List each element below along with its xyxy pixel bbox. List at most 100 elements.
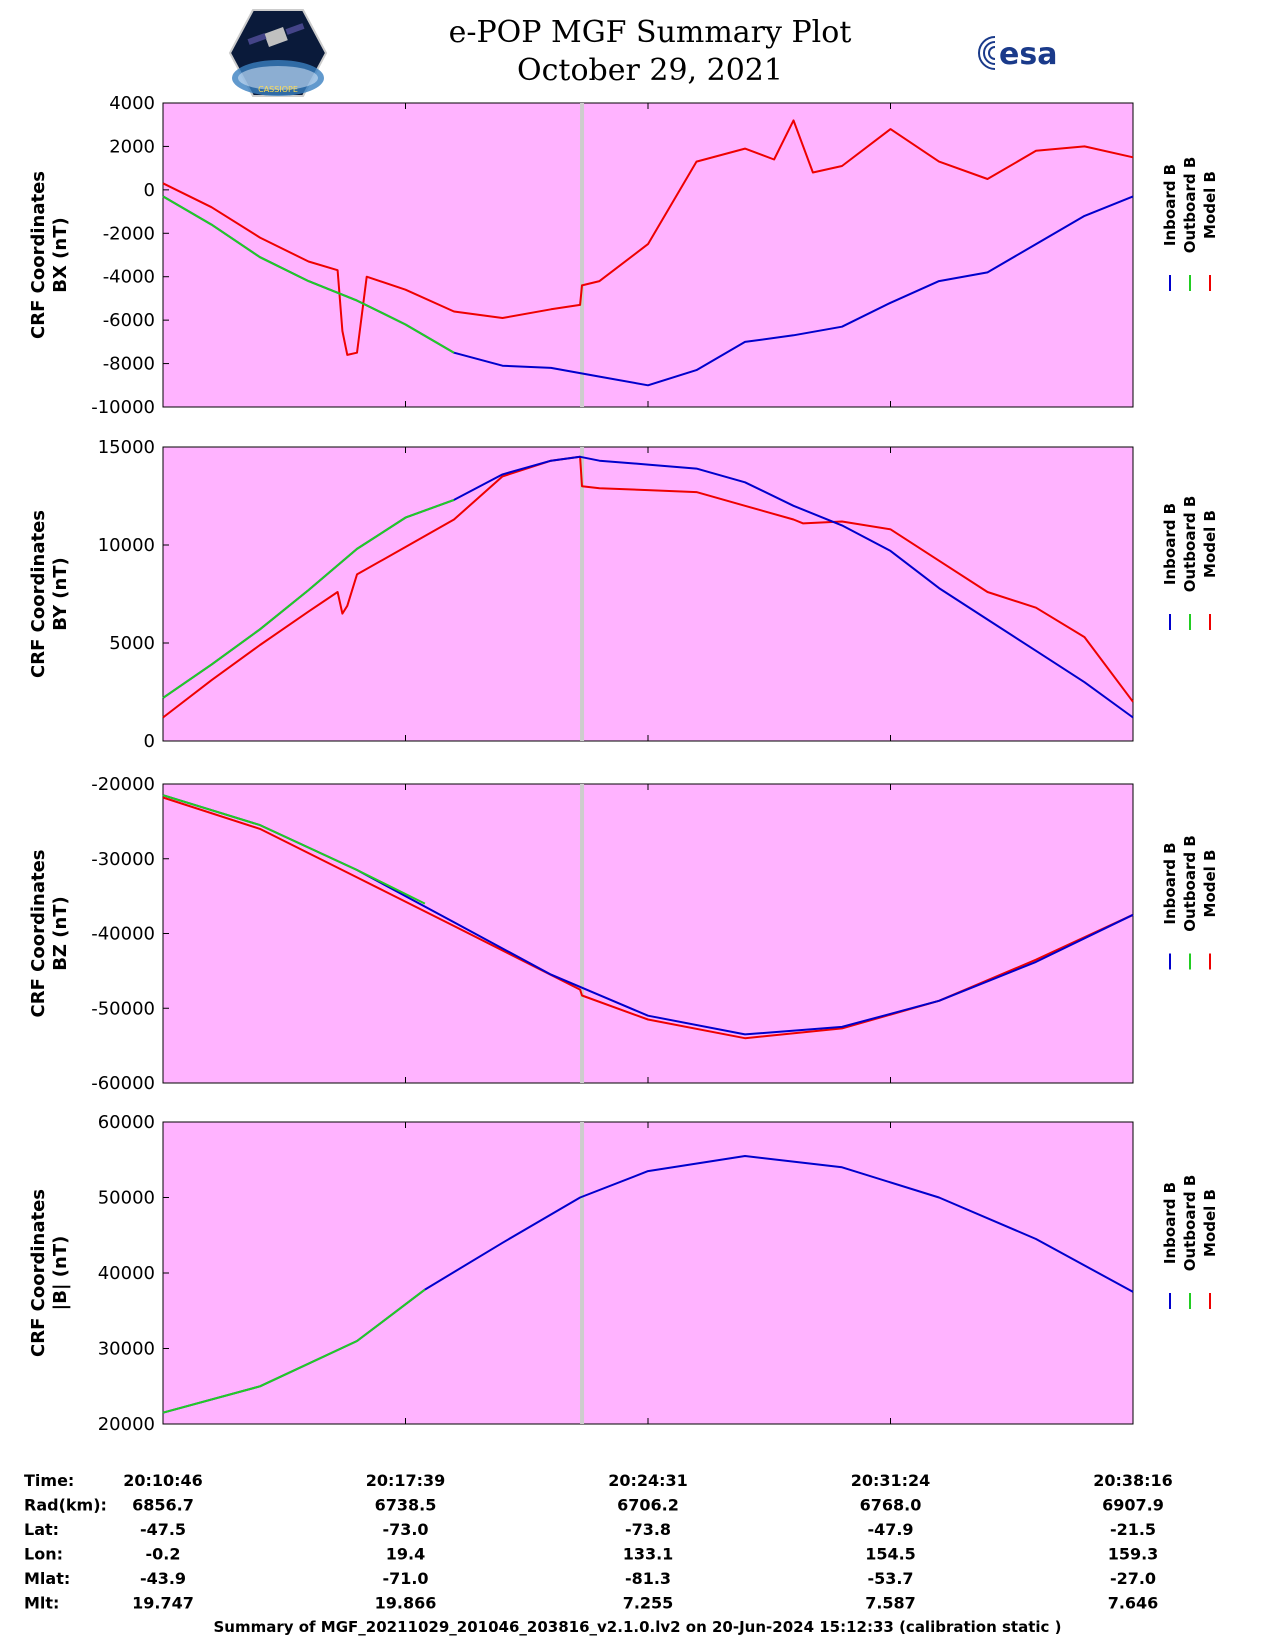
ephemeris-value: 20:38:16 [1093,1471,1173,1490]
ephemeris-row-label: Rad(km): [24,1496,107,1515]
ephemeris-value: -27.0 [1110,1569,1156,1588]
legend-label: Outboard B [1181,1175,1199,1272]
legend-label: Outboard B [1181,157,1199,254]
y-axis-label-line: CRF Coordinates [28,850,49,1018]
ephemeris-value: 133.1 [623,1545,674,1564]
panel-4: 60000 50000 40000 30000 20000 CRF Coordinates… [28,1112,1219,1435]
ephemeris-value: 159.3 [1108,1545,1159,1564]
ephemeris-value: -71.0 [382,1569,428,1588]
y-tick-label: -30000 [91,849,155,870]
ephemeris-value: -73.0 [382,1520,428,1539]
y-axis-label: CRF CoordinatesBX (nT) [28,171,71,339]
ephemeris-row-label: Lat: [24,1520,59,1539]
y-axis-label: CRF CoordinatesBZ (nT) [28,850,71,1018]
footer-caption: Summary of MGF_20211029_201046_203816_v2… [213,1618,1062,1636]
legend-label: Model B [1201,850,1219,918]
series-model [162,455,1134,719]
y-tick-label: 5000 [109,633,155,654]
ephemeris-row-label: Mlt: [24,1594,59,1613]
series-outboard [162,794,426,905]
plot-area [162,102,1134,408]
legend-label: Outboard B [1181,835,1199,932]
ephemeris-value: -73.8 [625,1520,671,1539]
y-tick-label: 10000 [98,535,155,556]
esa-logo-icon: esa [978,33,1057,73]
y-tick-label: 0 [144,731,155,752]
cassiope-logo-text: CASSIOPE [258,85,298,94]
legend-label: Outboard B [1181,496,1199,593]
cassiope-logo-icon: CASSIOPE [228,9,328,97]
y-axis-label-line: BY (nT) [50,557,71,631]
ephemeris-value: 20:31:24 [851,1471,931,1490]
y-axis-label-line: CRF Coordinates [28,1189,49,1357]
series-outboard [162,498,455,699]
ephemeris-value: -53.7 [867,1569,913,1588]
ephemeris-row-label: Mlat: [24,1569,70,1588]
y-tick-label: 4000 [109,93,155,114]
series-model [162,119,1134,356]
plot-area [162,783,1134,1084]
ephemeris-value: 6907.9 [1102,1496,1164,1515]
y-tick-label: 20000 [98,1414,155,1435]
ephemeris-value: -47.9 [867,1520,913,1539]
ephemeris-value: 6738.5 [375,1496,437,1515]
legend-label: Inboard B [1161,842,1179,924]
ephemeris-value: 20:24:31 [608,1471,688,1490]
y-axis-label: CRF CoordinatesBY (nT) [28,510,71,678]
legend-label: Inboard B [1161,164,1179,246]
ephemeris-value: -43.9 [140,1569,186,1588]
plot-area [162,1121,1134,1425]
y-axis-label-line: CRF Coordinates [28,171,49,339]
legend-label: Model B [1201,510,1219,578]
series-outboard [162,195,455,354]
title-line-2: October 29, 2021 [517,53,783,88]
ephemeris-value: 154.5 [865,1545,916,1564]
y-tick-label: -60000 [91,1073,155,1094]
y-tick-label: 50000 [98,1188,155,1209]
y-axis-label: CRF Coordinates|B| (nT) [28,1189,71,1357]
y-axis-label-line: CRF Coordinates [28,510,49,678]
y-tick-label: -6000 [103,310,155,331]
ephemeris-row-label: Lon: [24,1545,63,1564]
plot-title: e-POP MGF Summary Plot October 29, 2021 [330,14,970,90]
y-axis-label-line: BZ (nT) [50,896,71,971]
ephemeris-table: Time: Rad(km): Lat: Lon: Mlat: Mlt: 20:10:46 68… [24,1471,1173,1613]
panel-1: 4000 2000 0 -2000 -4000 -6000 -8000 -10000 CRF C… [28,93,1219,418]
ephemeris-value: -21.5 [1110,1520,1156,1539]
ephemeris-value: -81.3 [625,1569,671,1588]
legend-label: Model B [1201,171,1219,239]
ephemeris-value: 19.866 [375,1594,437,1613]
y-axis-label-line: BX (nT) [50,217,71,292]
panel-2: 15000 10000 5000 0 CRF CoordinatesBY (nT) Inb… [28,437,1219,752]
ephemeris-value: 19.747 [132,1594,194,1613]
y-tick-label: -50000 [91,998,155,1019]
y-tick-label: -2000 [103,223,155,244]
y-tick-label: -4000 [103,267,155,288]
legend-label: Inboard B [1161,1182,1179,1264]
y-tick-label: 15000 [98,437,155,458]
y-tick-label: -40000 [91,924,155,945]
ephemeris-value: 7.587 [865,1594,916,1613]
ephemeris-value: 6856.7 [132,1496,194,1515]
panel-3: -20000 -30000 -40000 -50000 -60000 CRF Coordi… [28,774,1219,1094]
legend-label: Inboard B [1161,503,1179,585]
y-tick-label: -8000 [103,354,155,375]
ephemeris-value: -0.2 [146,1545,181,1564]
ephemeris-value: 6706.2 [617,1496,679,1515]
esa-logo-text: esa [999,37,1057,72]
ephemeris-value: 20:17:39 [366,1471,446,1490]
y-tick-label: 2000 [109,136,155,157]
ephemeris-row-label: Time: [24,1471,74,1490]
ephemeris-value: 19.4 [386,1545,425,1564]
y-axis-label-line: |B| (nT) [50,1236,71,1311]
plot-area [162,446,1134,742]
legend-label: Model B [1201,1189,1219,1257]
ephemeris-value: 7.255 [623,1594,674,1613]
y-tick-label: 0 [144,180,155,201]
title-line-1: e-POP MGF Summary Plot [448,15,852,50]
y-tick-label: 60000 [98,1112,155,1133]
ephemeris-value: -47.5 [140,1520,186,1539]
ephemeris-value: 6768.0 [860,1496,922,1515]
y-tick-label: 30000 [98,1339,155,1360]
ephemeris-value: 20:10:46 [123,1471,203,1490]
